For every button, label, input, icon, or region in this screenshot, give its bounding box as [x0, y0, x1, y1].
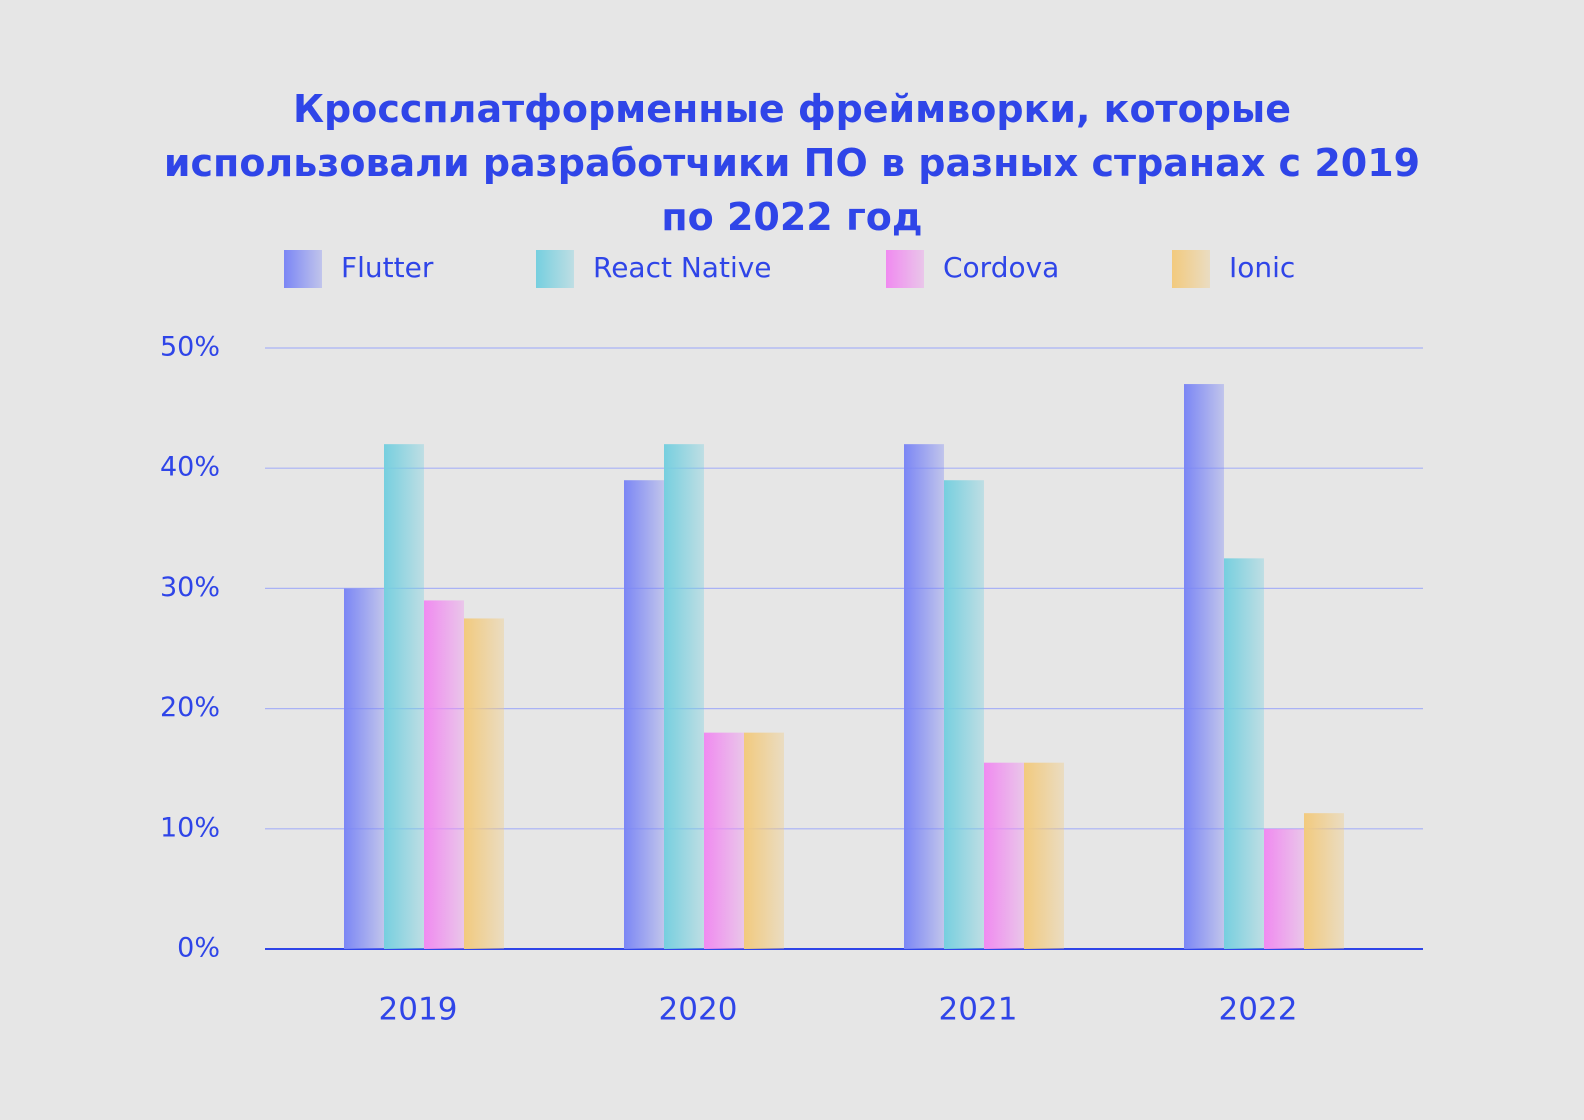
- bar: [344, 588, 384, 949]
- x-tick-label: 2020: [659, 992, 738, 1028]
- bar: [464, 618, 504, 949]
- bar: [984, 762, 1024, 949]
- y-tick-label: 10%: [160, 812, 220, 843]
- bar: [704, 732, 744, 949]
- legend-swatch: [536, 250, 574, 288]
- legend-label: Cordova: [943, 251, 1059, 284]
- bar: [384, 444, 424, 949]
- bar: [744, 732, 784, 949]
- bar: [1224, 558, 1264, 949]
- x-tick-label: 2022: [1219, 992, 1298, 1028]
- legend-label: React Native: [593, 251, 772, 284]
- legend-label: Flutter: [341, 251, 434, 284]
- bar: [424, 600, 464, 949]
- bar: [664, 444, 704, 949]
- y-tick-label: 20%: [160, 692, 220, 723]
- bar: [1184, 384, 1224, 949]
- x-tick-label: 2019: [379, 992, 458, 1028]
- bar: [1024, 762, 1064, 949]
- bar: [944, 480, 984, 949]
- bar: [624, 480, 664, 949]
- chart-title: Кроссплатформенные фреймворки, которые и…: [163, 87, 1421, 239]
- bar: [904, 444, 944, 949]
- bar: [1304, 813, 1344, 949]
- x-tick-label: 2021: [939, 992, 1018, 1028]
- y-tick-label: 50%: [160, 332, 220, 363]
- y-tick-label: 40%: [160, 452, 220, 483]
- legend-swatch: [284, 250, 322, 288]
- legend-swatch: [886, 250, 924, 288]
- bar: [1264, 828, 1304, 949]
- legend-label: Ionic: [1229, 251, 1295, 284]
- y-tick-label: 0%: [177, 933, 220, 964]
- y-tick-label: 30%: [160, 572, 220, 603]
- legend-swatch: [1172, 250, 1210, 288]
